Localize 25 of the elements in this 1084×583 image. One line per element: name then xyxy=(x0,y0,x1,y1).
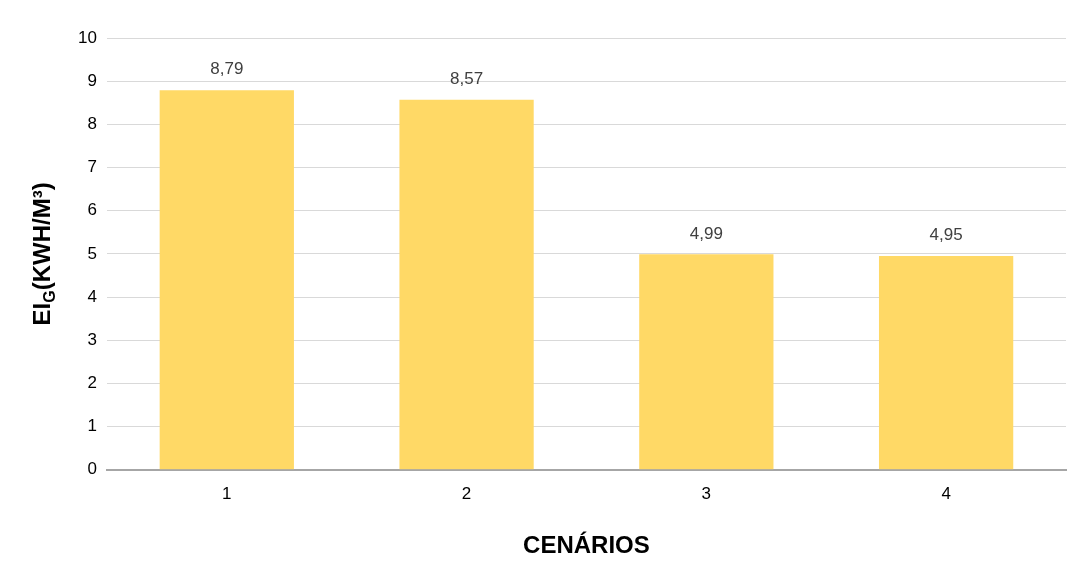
bar xyxy=(878,256,1014,470)
bar xyxy=(159,90,294,470)
y-tick-label: 6 xyxy=(87,200,97,220)
data-label: 8,79 xyxy=(210,59,244,79)
y-axis-title: EIG(KWH/M³) xyxy=(28,182,58,326)
data-label: 4,95 xyxy=(929,225,963,245)
x-tick-label: 2 xyxy=(461,483,472,503)
data-label: 8,57 xyxy=(450,68,484,88)
x-tick-label: 3 xyxy=(701,483,712,503)
y-tick-label: 2 xyxy=(87,373,97,393)
bar xyxy=(399,99,534,470)
y-tick-label: 3 xyxy=(87,329,97,349)
bar xyxy=(639,254,774,470)
x-tick-label: 1 xyxy=(222,483,232,503)
y-tick-label: 8 xyxy=(87,114,97,134)
y-tick-label: 7 xyxy=(87,157,97,177)
y-tick-label: 4 xyxy=(87,286,97,306)
y-tick-label: 0 xyxy=(87,459,97,479)
data-label: 4,99 xyxy=(689,223,723,243)
y-tick-label: 5 xyxy=(87,243,97,263)
y-tick-label: 9 xyxy=(87,70,97,90)
x-tick-label: 4 xyxy=(941,483,951,503)
y-tick-label: 1 xyxy=(87,416,97,436)
x-axis-title: CENÁRIOS xyxy=(523,531,650,559)
y-tick-label: 10 xyxy=(77,27,97,47)
